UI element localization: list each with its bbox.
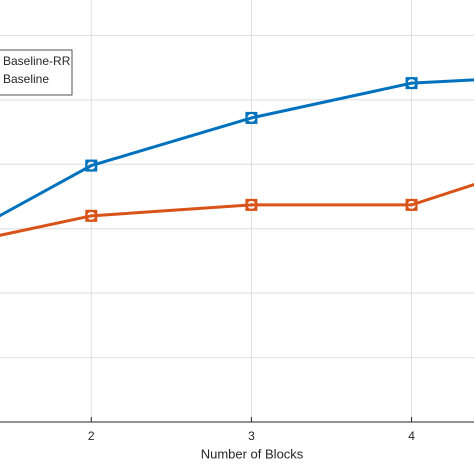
x-axis-label: Number of Blocks <box>201 446 304 461</box>
marker-circle <box>405 198 418 211</box>
marker-circle <box>245 111 258 124</box>
legend: Baseline-RR Baseline <box>0 49 73 96</box>
marker <box>405 198 418 211</box>
marker <box>85 209 98 222</box>
legend-label: Baseline-RR <box>3 54 71 68</box>
x-tick-label: 4 <box>408 429 415 443</box>
plot-area <box>0 77 474 237</box>
marker <box>405 77 418 90</box>
marker-circle <box>85 159 98 172</box>
marker <box>85 159 98 172</box>
line <box>0 182 474 237</box>
x-tick-label: 3 <box>248 429 255 443</box>
marker <box>245 111 258 124</box>
line <box>0 78 474 218</box>
x-tick-label: 2 <box>88 429 95 443</box>
marker-circle <box>245 198 258 211</box>
marker <box>245 198 258 211</box>
marker-circle <box>405 77 418 90</box>
legend-label: Baseline <box>3 72 49 86</box>
legend-box <box>0 49 73 96</box>
marker-circle <box>85 209 98 222</box>
